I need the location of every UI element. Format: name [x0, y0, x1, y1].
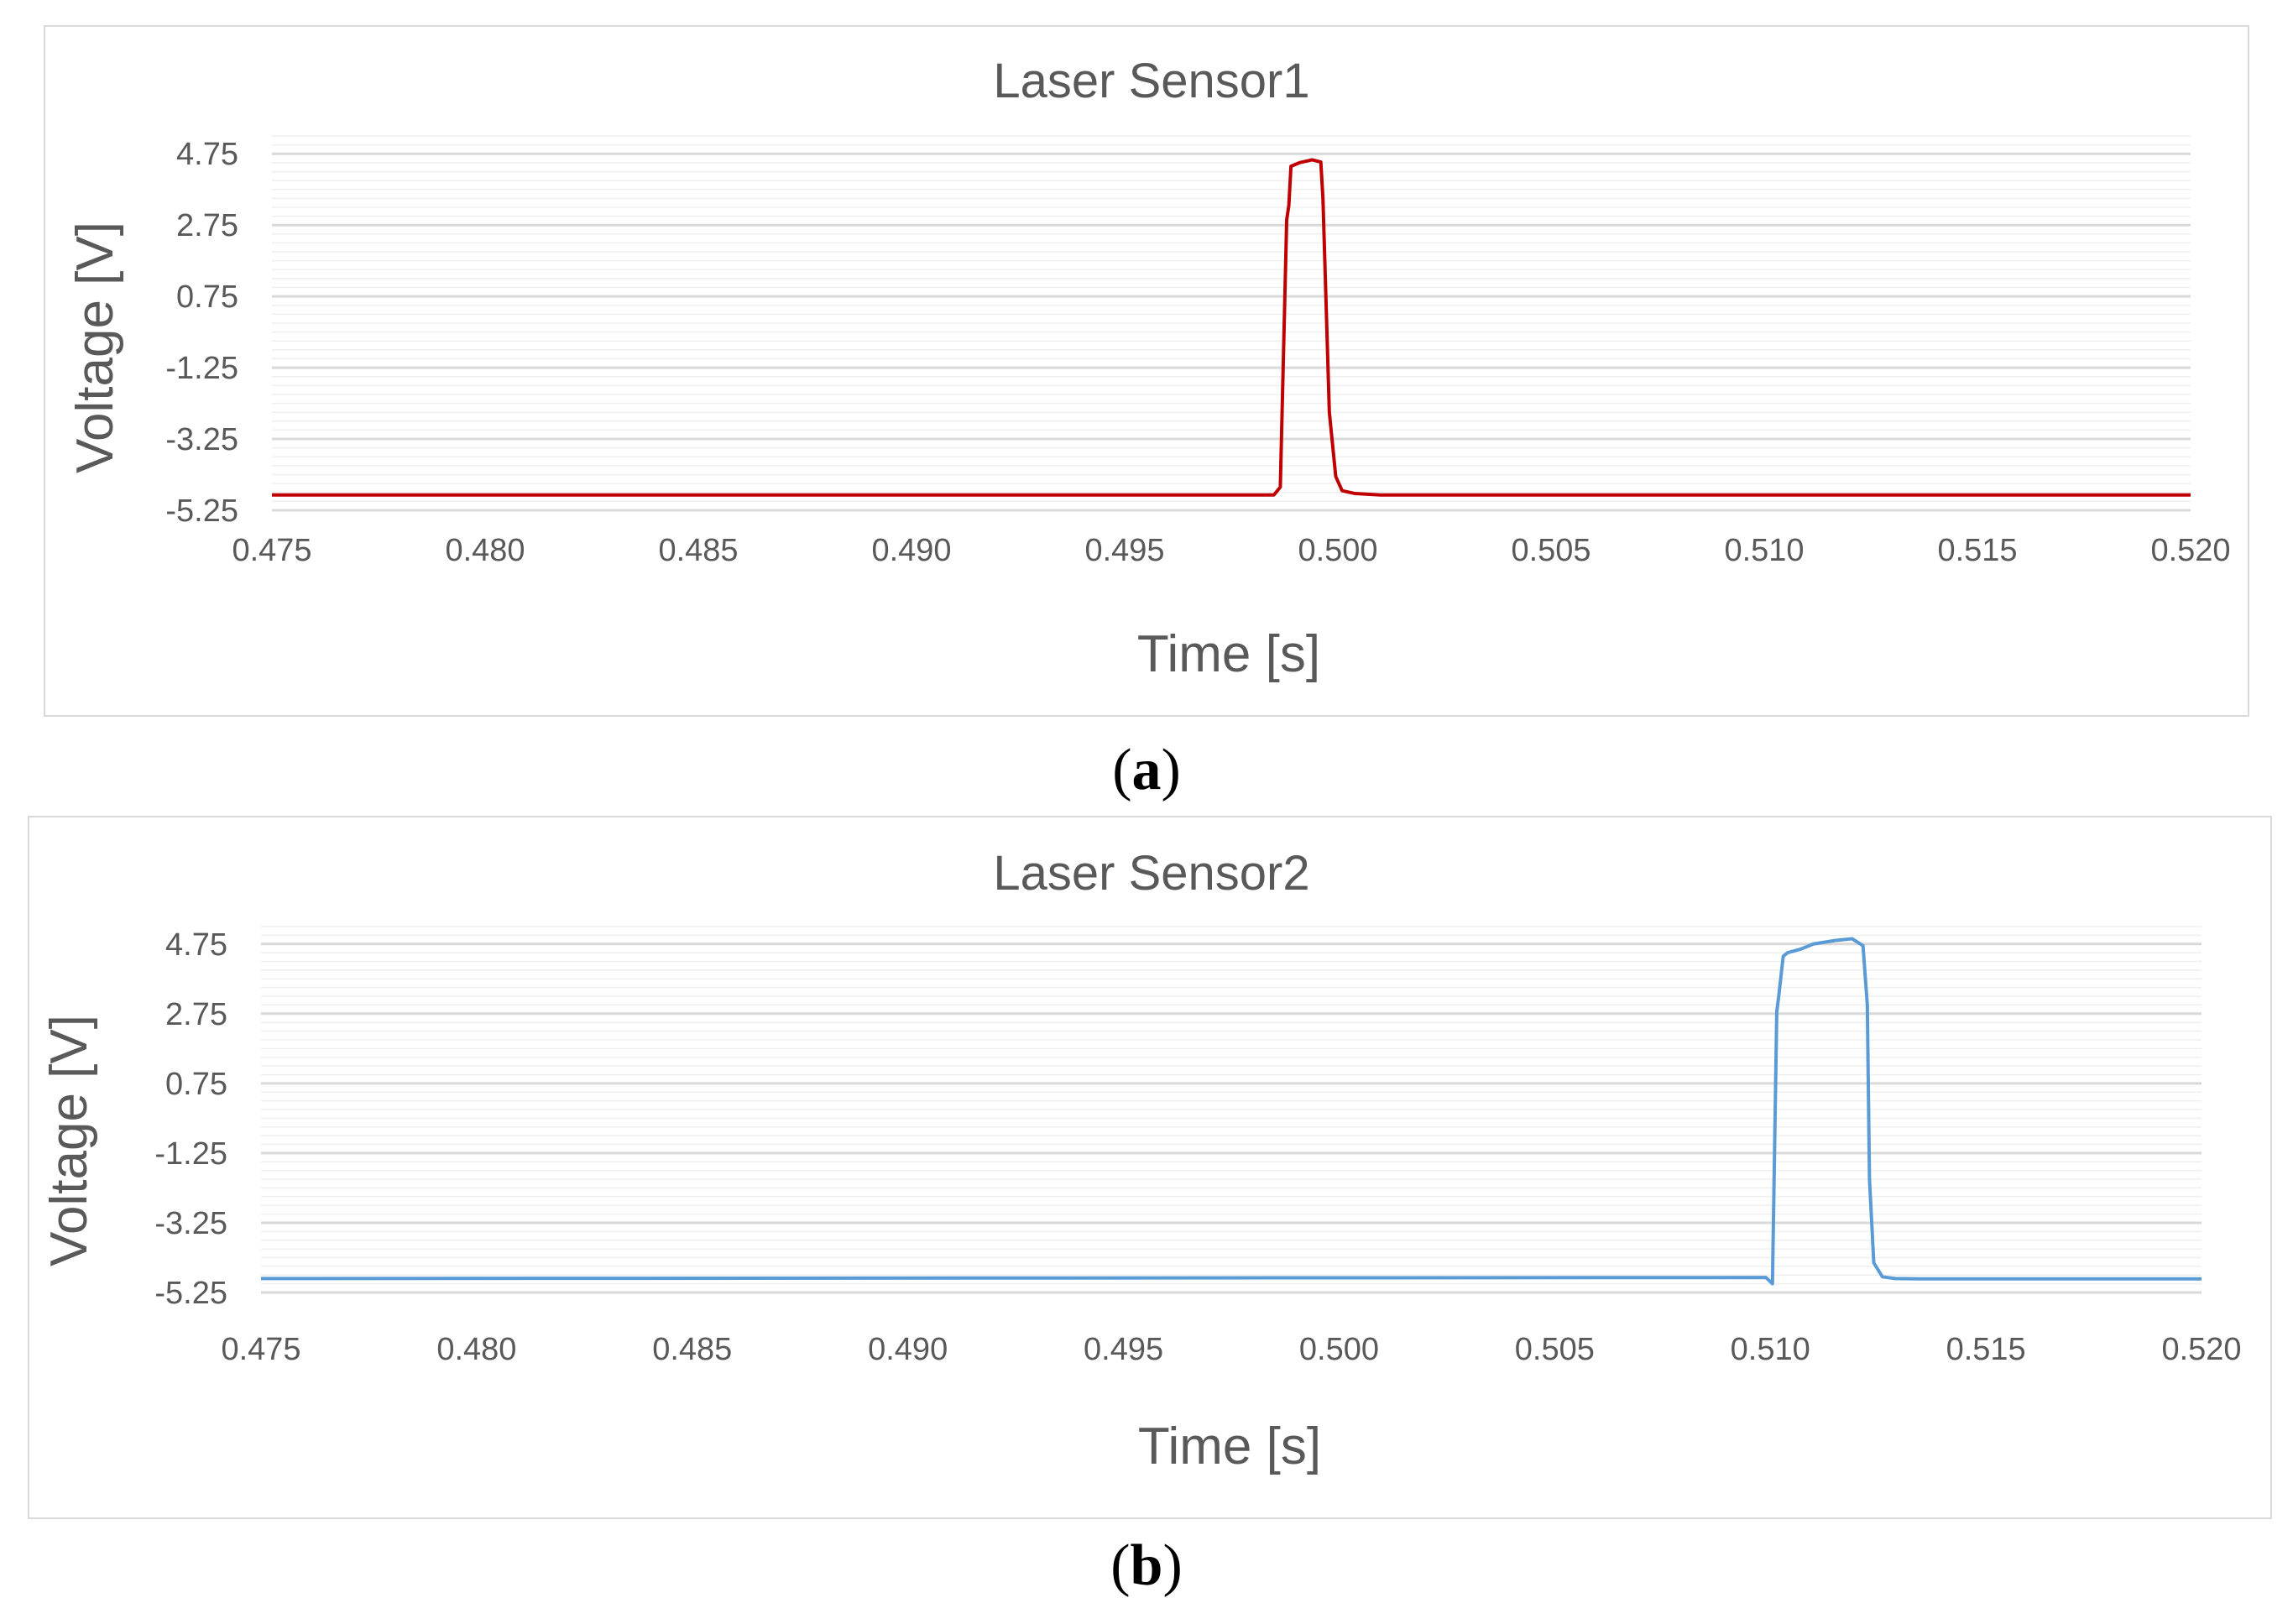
y-axis-title: Voltage [V] — [40, 1015, 98, 1266]
y-tick-label: 0.75 — [165, 1067, 227, 1102]
y-axis-title: Voltage [V] — [66, 222, 124, 473]
caption-b-letter: b — [1130, 1533, 1163, 1598]
y-tick-label: 2.75 — [176, 208, 238, 243]
x-tick-label: 0.475 — [232, 533, 311, 568]
x-tick-label: 0.520 — [2161, 1332, 2241, 1367]
x-tick-label: 0.500 — [1299, 1332, 1379, 1367]
y-tick-label: 0.75 — [176, 279, 238, 315]
y-tick-label: -5.25 — [154, 1276, 227, 1311]
series-line-laser-sensor1 — [272, 158, 2191, 497]
y-tick-label: 2.75 — [165, 997, 227, 1032]
x-tick-label: 0.485 — [652, 1332, 732, 1367]
x-tick-label: 0.480 — [436, 1332, 516, 1367]
chart-title: Laser Sensor2 — [993, 846, 1309, 901]
x-tick-label: 0.505 — [1511, 533, 1590, 568]
x-tick-label: 0.515 — [1946, 1332, 2026, 1367]
y-tick-label: -3.25 — [154, 1206, 227, 1241]
caption-a: (a) — [1112, 738, 1181, 802]
x-tick-label: 0.490 — [871, 533, 951, 568]
caption-a-letter: a — [1131, 738, 1162, 802]
x-tick-label: 0.485 — [658, 533, 738, 568]
y-tick-label: -1.25 — [165, 351, 238, 386]
x-tick-label: 0.475 — [221, 1332, 300, 1367]
caption-b: (b) — [1110, 1533, 1183, 1598]
x-axis-title: Time [s] — [1137, 625, 1320, 683]
y-tick-label: -5.25 — [165, 493, 238, 529]
x-axis-title: Time [s] — [1138, 1418, 1321, 1475]
x-tick-label: 0.495 — [1084, 533, 1164, 568]
y-tick-label: -1.25 — [154, 1136, 227, 1172]
y-tick-label: 4.75 — [165, 927, 227, 963]
x-tick-label: 0.500 — [1298, 533, 1377, 568]
series-line-laser-sensor2 — [260, 937, 2202, 1286]
y-tick-label: -3.25 — [165, 422, 238, 457]
x-tick-label: 0.495 — [1084, 1332, 1163, 1367]
x-tick-label: 0.515 — [1937, 533, 2017, 568]
x-tick-label: 0.480 — [445, 533, 525, 568]
x-tick-label: 0.490 — [868, 1332, 948, 1367]
x-tick-label: 0.510 — [1724, 533, 1804, 568]
chart-panel-a: Laser Sensor1 4.75 2.75 0.75 -1.25 -3.25 -5.2… — [44, 25, 2249, 717]
chart-panel-b: Laser Sensor2 4.75 2.75 0.75 -1.25 -3.25 -5.2… — [28, 816, 2272, 1519]
chart-a: Laser Sensor1 4.75 2.75 0.75 -1.25 -3.25 -5.2… — [66, 54, 2231, 683]
x-tick-label: 0.505 — [1515, 1332, 1595, 1367]
x-tick-label: 0.520 — [2150, 533, 2230, 568]
chart-b: Laser Sensor2 4.75 2.75 0.75 -1.25 -3.25 -5.2… — [40, 846, 2242, 1475]
x-tick-label: 0.510 — [1731, 1332, 1810, 1367]
y-tick-label: 4.75 — [176, 137, 238, 172]
chart-title: Laser Sensor1 — [993, 54, 1309, 108]
